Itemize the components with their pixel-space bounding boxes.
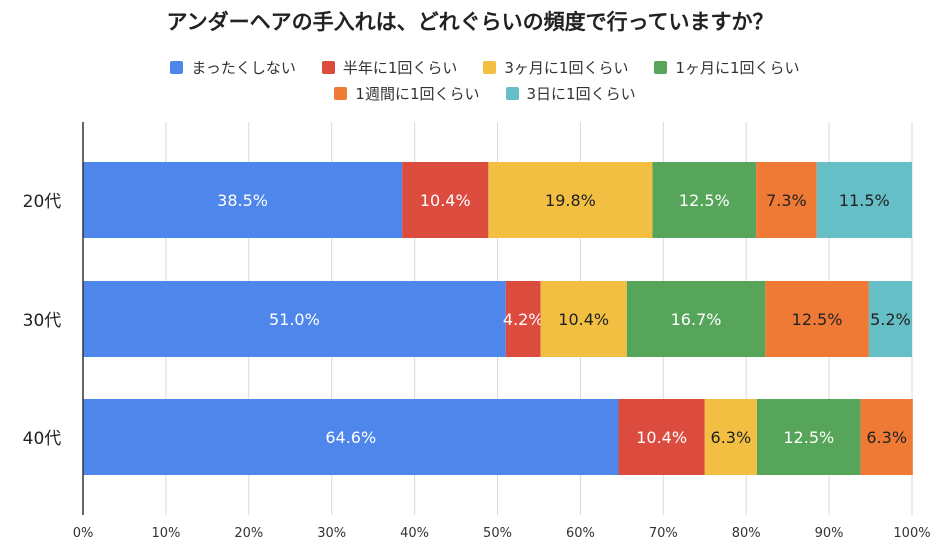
bar-segment xyxy=(704,399,757,475)
x-tick-label: 40% xyxy=(400,526,429,541)
legend-label: 3ヶ月に1回くらい xyxy=(504,58,629,77)
bar-segment xyxy=(816,162,912,238)
bar-segment xyxy=(83,281,506,357)
x-tick-label: 20% xyxy=(234,526,263,541)
data-label: 12.5% xyxy=(679,191,730,210)
x-tick-label: 90% xyxy=(815,526,844,541)
legend-item: 半年に1回くらい xyxy=(321,57,458,78)
legend-swatch xyxy=(505,86,519,100)
data-label: 7.3% xyxy=(766,191,807,210)
bar-segment xyxy=(618,399,705,475)
data-label: 16.7% xyxy=(671,310,722,329)
x-tick-label: 80% xyxy=(732,526,761,541)
data-label: 12.5% xyxy=(783,428,834,447)
bar-segment xyxy=(540,281,627,357)
data-label: 38.5% xyxy=(217,191,268,210)
x-tick-label: 60% xyxy=(566,526,595,541)
x-tick-label: 50% xyxy=(483,526,512,541)
x-tick-label: 0% xyxy=(73,526,94,541)
chart-title: アンダーヘアの手入れは、どれぐらいの頻度で行っていますか？ xyxy=(166,10,774,34)
legend-label: 半年に1回くらい xyxy=(342,58,458,77)
legend: まったくしない 半年に1回くらい 3ヶ月に1回くらい 1ヶ月に1回くらい 1週間… xyxy=(60,54,910,106)
data-label: 10.4% xyxy=(558,310,609,329)
bar-segment xyxy=(83,162,403,238)
bar-segment xyxy=(860,399,913,475)
data-label: 4.2% xyxy=(503,310,544,329)
category-label: 40代 xyxy=(23,429,62,449)
data-label: 5.2% xyxy=(870,310,911,329)
legend-swatch xyxy=(483,60,497,74)
legend-item: 1週間に1回くらい xyxy=(334,83,480,104)
bar-segment xyxy=(83,399,619,475)
legend-swatch xyxy=(170,60,184,74)
bar-segment xyxy=(868,281,912,357)
bar-segment xyxy=(652,162,757,238)
legend-item: まったくしない xyxy=(170,57,296,78)
legend-item: 3ヶ月に1回くらい xyxy=(483,57,628,78)
bar-segment xyxy=(756,162,817,238)
bar-segment xyxy=(626,281,766,357)
legend-label: 3日に1回くらい xyxy=(526,84,636,103)
legend-row-2: 1週間に1回くらい 3日に1回くらい xyxy=(60,80,910,106)
data-label: 10.4% xyxy=(636,428,687,447)
data-label: 64.6% xyxy=(325,428,376,447)
data-label: 11.5% xyxy=(839,191,890,210)
category-label: 30代 xyxy=(23,311,62,331)
legend-row-1: まったくしない 半年に1回くらい 3ヶ月に1回くらい 1ヶ月に1回くらい xyxy=(60,54,910,80)
legend-item: 1ヶ月に1回くらい xyxy=(654,57,800,78)
x-tick-label: 10% xyxy=(151,526,180,541)
legend-item: 3日に1回くらい xyxy=(505,83,636,104)
data-label: 51.0% xyxy=(269,310,320,329)
x-tick-label: 70% xyxy=(649,526,678,541)
legend-swatch xyxy=(334,86,348,100)
data-label: 6.3% xyxy=(866,428,907,447)
legend-label: まったくしない xyxy=(191,58,296,77)
bar-segment xyxy=(488,162,653,238)
legend-swatch xyxy=(321,60,335,74)
data-label: 19.8% xyxy=(545,191,596,210)
x-tick-label: 100% xyxy=(893,526,930,541)
bar-segment xyxy=(505,281,541,357)
bar-segment xyxy=(402,162,489,238)
data-label: 6.3% xyxy=(711,428,752,447)
category-label: 20代 xyxy=(23,192,62,212)
legend-swatch xyxy=(654,60,668,74)
data-label: 10.4% xyxy=(420,191,471,210)
legend-label: 1ヶ月に1回くらい xyxy=(675,58,800,77)
bar-segment xyxy=(765,281,869,357)
x-tick-label: 30% xyxy=(317,526,346,541)
data-label: 12.5% xyxy=(792,310,843,329)
bar-segment xyxy=(756,399,861,475)
legend-label: 1週間に1回くらい xyxy=(355,84,480,103)
